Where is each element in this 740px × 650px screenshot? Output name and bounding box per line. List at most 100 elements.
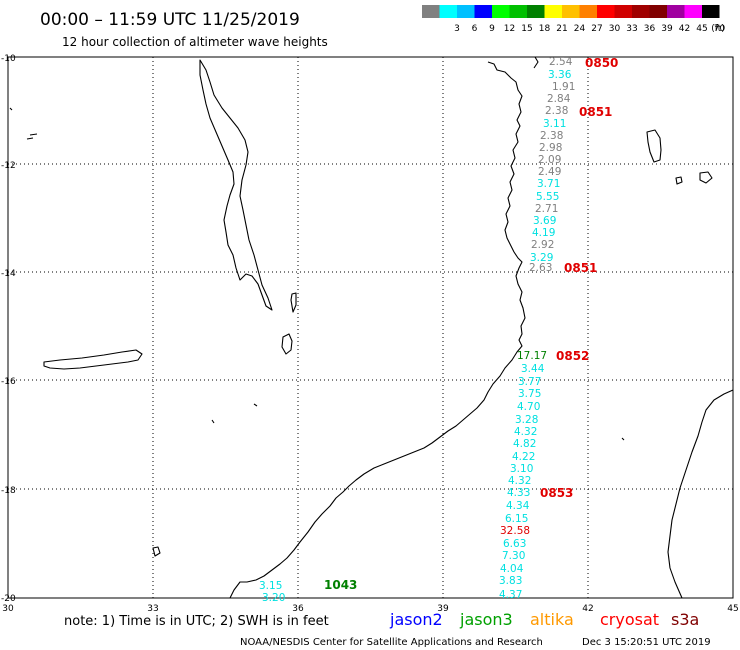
map-title: 00:00 – 11:59 UTC 11/25/2019: [40, 10, 300, 30]
wave-height-value: 4.32: [514, 426, 537, 438]
wave-height-value: 3.29: [530, 252, 553, 264]
wave-height-value: 4.34: [506, 500, 530, 512]
wave-height-value: 4.22: [512, 451, 535, 463]
comoros-island-outline: [646, 129, 662, 163]
legend-swatch: [614, 5, 632, 18]
satellite-legend: jason2 jason3 altika cryosat s3a: [389, 610, 699, 629]
legend-swatch: [702, 5, 720, 18]
pass-time-label: 0852: [556, 349, 589, 363]
timestamp-text: Dec 3 15:20:51 UTC 2019: [582, 637, 711, 648]
satellite-name: jason3: [459, 610, 513, 629]
legend-swatch: [579, 5, 597, 18]
small-lake-outline: [9, 107, 625, 441]
legend-swatch: [597, 5, 615, 18]
wave-height-value: 32.58: [500, 525, 530, 537]
comoros-island-outline: [699, 171, 713, 184]
lake-island-outline: [281, 333, 293, 355]
wave-height-value: 4.82: [513, 438, 536, 450]
wave-height-value: 17.17: [517, 350, 547, 362]
lat-tick-label: -18: [1, 486, 16, 496]
legend-swatch: [422, 5, 440, 18]
legend-tick-label: 39: [661, 24, 673, 34]
legend-swatch: [649, 5, 667, 18]
satellite-name: cryosat: [600, 610, 659, 629]
legend-tick-label: 42: [679, 24, 690, 34]
madagascar-coastline: [667, 389, 734, 599]
lat-tick-label: -10: [1, 54, 16, 64]
lat-tick-label: -16: [1, 377, 16, 387]
lake-island-outline: [290, 292, 297, 313]
wave-height-value: 2.49: [538, 166, 561, 178]
legend-tick-label: 33: [626, 24, 637, 34]
small-lake-outline: [152, 546, 161, 557]
wave-height-value: 5.55: [536, 191, 559, 203]
longitude-labels: 30 33 36 39 42 45: [2, 604, 738, 614]
african-coastline-north: [533, 56, 539, 69]
legend-swatch: [492, 5, 510, 18]
legend-tick-label: 21: [556, 24, 567, 34]
legend-swatch: [509, 5, 527, 18]
wave-height-value: 6.63: [503, 538, 526, 550]
legend-swatch: [667, 5, 685, 18]
color-scale-legend: 3 6 9 12 15 18 21 24 27 30 33 36 39 42 45 70(ft): [422, 5, 725, 34]
satellite-name: altika: [530, 610, 574, 629]
legend-swatch: [632, 5, 650, 18]
lon-tick-label: 39: [437, 604, 449, 614]
wave-height-value: 3.15: [259, 580, 282, 592]
satellite-name: jason2: [389, 610, 443, 629]
wave-height-value: 3.75: [518, 388, 541, 400]
lon-tick-label: 36: [292, 604, 304, 614]
legend-tick-label: 30: [609, 24, 621, 34]
legend-tick-label: 36: [644, 24, 656, 34]
legend-unit: (ft): [711, 24, 725, 34]
pass-time-label: 0851: [564, 261, 597, 275]
legend-tick-label: 24: [574, 24, 586, 34]
wave-height-value: 4.33: [507, 487, 530, 499]
wave-height-value: 7.30: [502, 550, 525, 562]
wave-height-value: 2.71: [535, 203, 558, 215]
lake-kariba-outline: [43, 349, 143, 370]
wave-height-value: 4.32: [508, 475, 531, 487]
wave-height-value: 3.10: [510, 463, 533, 475]
pass-time-label: 1043: [324, 578, 357, 592]
lon-tick-label: 45: [727, 604, 738, 614]
legend-tick-label: 27: [591, 24, 602, 34]
legend-tick-label: 6: [472, 24, 478, 34]
wave-height-value: 4.37: [499, 589, 522, 601]
wave-height-value: 3.36: [548, 69, 572, 81]
wave-height-value: 3.11: [543, 118, 566, 130]
legend-swatch: [544, 5, 562, 18]
wave-height-value: 3.77: [518, 376, 541, 388]
wave-height-value: 2.38: [545, 105, 568, 117]
wave-height-value: 3.69: [533, 215, 556, 227]
comoros-island-outline: [675, 176, 683, 185]
wave-height-value: 2.84: [547, 93, 571, 105]
small-island-outline: [26, 133, 38, 140]
legend-swatch: [457, 5, 475, 18]
pass-time-label: 0850: [585, 56, 618, 70]
lon-tick-label: 33: [147, 604, 158, 614]
footer-note: note: 1) Time is in UTC; 2) SWH is in fe…: [64, 614, 329, 629]
lon-tick-label: 42: [582, 604, 593, 614]
wave-height-value: 2.63: [529, 262, 552, 274]
wave-height-value: 4.70: [517, 401, 540, 413]
legend-tick-label: 3: [454, 24, 460, 34]
wave-height-value: 3.20: [262, 592, 285, 604]
coastlines: [9, 56, 734, 599]
wave-height-value: 2.54: [549, 56, 573, 68]
wave-height-value: 2.38: [540, 130, 563, 142]
wave-height-value: 2.98: [539, 142, 562, 154]
wave-height-value: 4.19: [532, 227, 555, 239]
wave-height-value: 1.91: [552, 81, 575, 93]
wave-height-track: 2.543.361.912.842.383.112.382.982.092.49…: [259, 56, 575, 604]
pass-time-label: 0853: [540, 486, 573, 500]
pass-times: 0850 0851 0851 0852 0853 1043: [324, 56, 618, 592]
wave-height-value: 3.44: [521, 363, 545, 375]
map-frame: [7, 56, 734, 599]
lon-tick-label: 30: [2, 604, 14, 614]
legend-swatch: [474, 5, 492, 18]
wave-height-value: 4.04: [500, 563, 524, 575]
legend-swatch: [527, 5, 545, 18]
wave-height-value: 3.83: [499, 575, 522, 587]
